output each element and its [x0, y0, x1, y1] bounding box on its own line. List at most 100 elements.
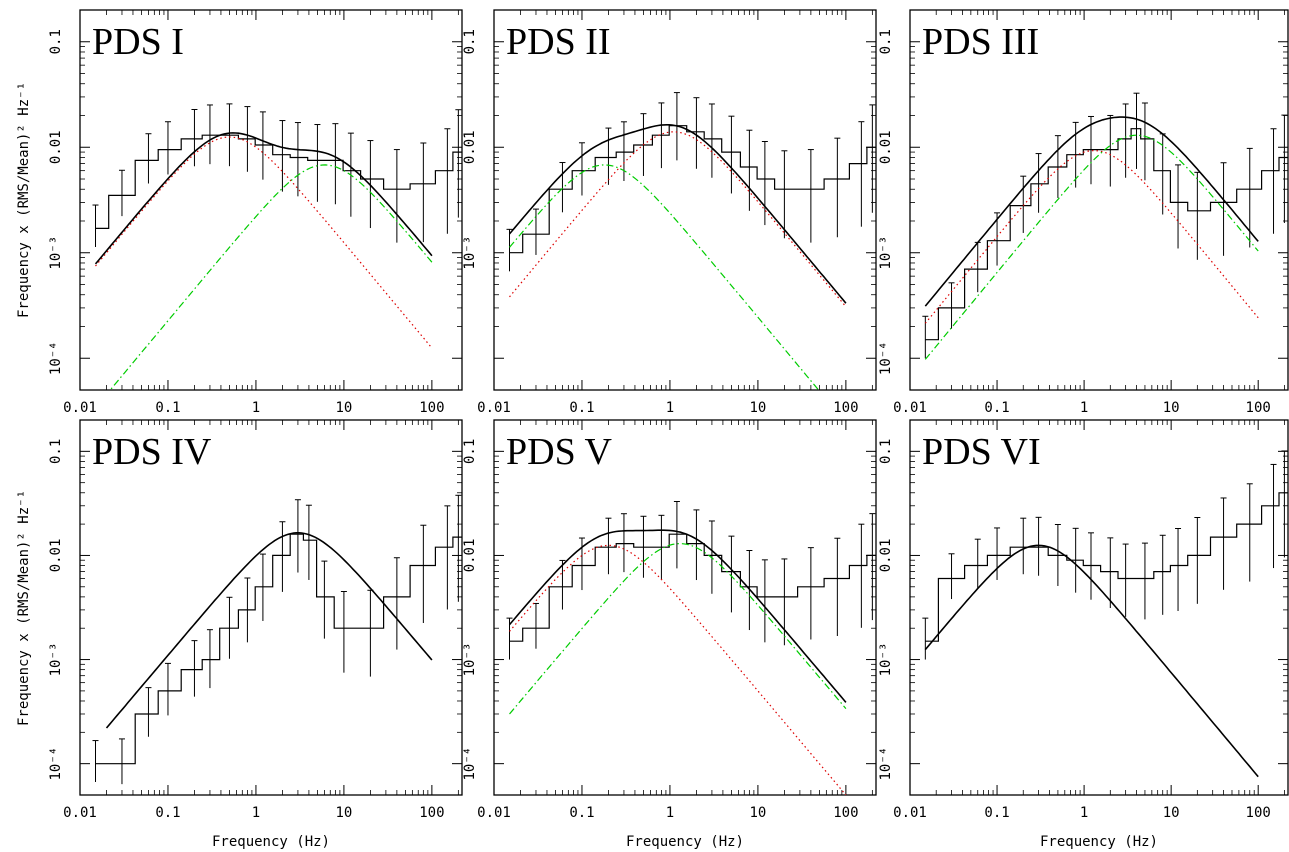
- y-tick-label: 10⁻³: [48, 236, 64, 270]
- x-tick-label: 1: [666, 400, 674, 416]
- panel-title: PDS V: [506, 431, 613, 473]
- panel-3: 0.01 0.1 1 10 100 10⁻⁴ 10⁻³ 0.01 0.1 PDS III: [878, 9, 1289, 416]
- x-axis-label: Frequency (Hz): [1040, 834, 1158, 850]
- x-tick-label: 100: [1246, 805, 1271, 821]
- x-tick-label: 0.1: [569, 805, 594, 821]
- plot-frame: [909, 419, 1289, 796]
- x-tick-label: 0.1: [984, 400, 1009, 416]
- x-tick-label: 0.1: [155, 805, 180, 821]
- model-component-1: [509, 544, 847, 795]
- y-axis-label: Frequency x (RMS/Mean)² Hz⁻¹: [16, 490, 32, 726]
- x-tick-label: 10: [1163, 805, 1180, 821]
- model-component-2: [509, 542, 847, 715]
- x-tick-label: 1: [1080, 805, 1088, 821]
- plot-area: [92, 103, 462, 390]
- panel-5: 0.01 0.1 1 10 100 10⁻⁴ 10⁻³ 0.01 0.1 PDS V: [462, 419, 877, 821]
- panel-title: PDS VI: [922, 431, 1041, 473]
- x-tick-label: 1: [1080, 400, 1088, 416]
- plot-area: [922, 92, 1288, 360]
- y-tick-label: 0.1: [48, 439, 64, 464]
- x-tick-label: 0.1: [155, 400, 180, 416]
- y-tick-label: 0.01: [48, 539, 64, 573]
- x-tick-label: 100: [1246, 400, 1271, 416]
- y-tick-label: 10⁻⁴: [878, 341, 894, 375]
- model-total: [924, 544, 1259, 778]
- x-tick-label: 100: [419, 805, 444, 821]
- plot-area: [92, 494, 462, 785]
- plot-frame: [79, 419, 463, 796]
- y-axis-label: Frequency x (RMS/Mean)² Hz⁻¹: [16, 82, 32, 318]
- model-component-1: [509, 131, 847, 308]
- x-tick-label: 0.01: [63, 805, 97, 821]
- x-tick-label: 1: [666, 805, 674, 821]
- x-tick-label: 0.1: [984, 805, 1009, 821]
- y-tick-label: 0.1: [462, 439, 478, 464]
- y-tick-label: 0.01: [462, 539, 478, 573]
- data-histogram: [925, 128, 1288, 341]
- y-tick-label: 0.01: [462, 130, 478, 164]
- x-axis-label: Frequency (Hz): [212, 834, 330, 850]
- x-tick-label: 100: [833, 805, 858, 821]
- model-component-2: [509, 164, 820, 390]
- panel-1: 0.01 0.1 1 10 100 10⁻⁴ 10⁻³ 0.01 0.1 PDS I: [48, 9, 463, 416]
- y-tick-label: 0.1: [878, 29, 894, 54]
- y-tick-label: 10⁻⁴: [48, 341, 64, 375]
- model-component-2: [924, 134, 1259, 360]
- y-tick-label: 0.01: [878, 130, 894, 164]
- y-tick-label: 0.01: [48, 130, 64, 164]
- x-axis-label: Frequency (Hz): [626, 834, 744, 850]
- data-histogram: [509, 533, 876, 642]
- x-tick-label: 0.01: [477, 805, 511, 821]
- model-total: [105, 532, 433, 729]
- x-tick-label: 1: [252, 400, 260, 416]
- y-tick-label: 10⁻⁴: [462, 747, 478, 781]
- data-histogram: [95, 533, 462, 765]
- y-tick-label: 0.1: [48, 29, 64, 54]
- x-tick-label: 10: [335, 400, 352, 416]
- x-tick-label: 10: [1163, 400, 1180, 416]
- x-tick-label: 0.1: [569, 400, 594, 416]
- x-tick-label: 10: [335, 805, 352, 821]
- plot-frame: [909, 9, 1289, 391]
- y-tick-label: 10⁻⁴: [878, 747, 894, 781]
- x-tick-label: 0.01: [893, 400, 927, 416]
- y-tick-label: 0.1: [878, 439, 894, 464]
- y-tick-label: 10⁻³: [878, 643, 894, 677]
- x-tick-label: 0.01: [477, 400, 511, 416]
- panel-title: PDS II: [506, 21, 611, 63]
- model-component-1: [924, 149, 1259, 324]
- y-tick-label: 10⁻³: [878, 236, 894, 270]
- panel-2: 0.01 0.1 1 10 100 10⁻³ 0.01 0.1 PDS II: [462, 9, 877, 416]
- panel-6: 0.01 0.1 1 10 100 10⁻⁴ 10⁻³ 0.01 0.1 PDS VI: [878, 419, 1289, 821]
- y-tick-label: 10⁻⁴: [48, 747, 64, 781]
- y-tick-label: 10⁻³: [462, 236, 478, 270]
- model-total: [508, 529, 847, 703]
- y-tick-label: 0.1: [462, 29, 478, 54]
- model-total: [94, 132, 433, 265]
- model-total: [924, 116, 1259, 307]
- data-histogram: [925, 492, 1288, 642]
- plot-frame: [493, 9, 877, 391]
- plot-area: [506, 92, 876, 390]
- plot-area: [506, 501, 876, 795]
- x-tick-label: 10: [749, 400, 766, 416]
- model-component-2: [109, 164, 433, 390]
- panel-title: PDS I: [92, 21, 184, 63]
- plot-frame: [493, 419, 877, 796]
- x-tick-label: 10: [749, 805, 766, 821]
- x-tick-label: 100: [419, 400, 444, 416]
- plot-frame: [79, 9, 463, 391]
- panel-4: 0.01 0.1 1 10 100 10⁻⁴ 10⁻³ 0.01 0.1 PDS IV: [48, 419, 463, 821]
- panel-title: PDS III: [922, 21, 1039, 63]
- x-tick-label: 0.01: [63, 400, 97, 416]
- model-component-1: [95, 136, 433, 349]
- data-histogram: [95, 134, 462, 229]
- y-tick-label: 0.01: [878, 539, 894, 573]
- x-tick-label: 1: [252, 805, 260, 821]
- y-tick-label: 10⁻³: [462, 643, 478, 677]
- y-tick-label: 10⁻³: [48, 643, 64, 677]
- model-total: [508, 124, 847, 304]
- data-histogram: [509, 125, 876, 254]
